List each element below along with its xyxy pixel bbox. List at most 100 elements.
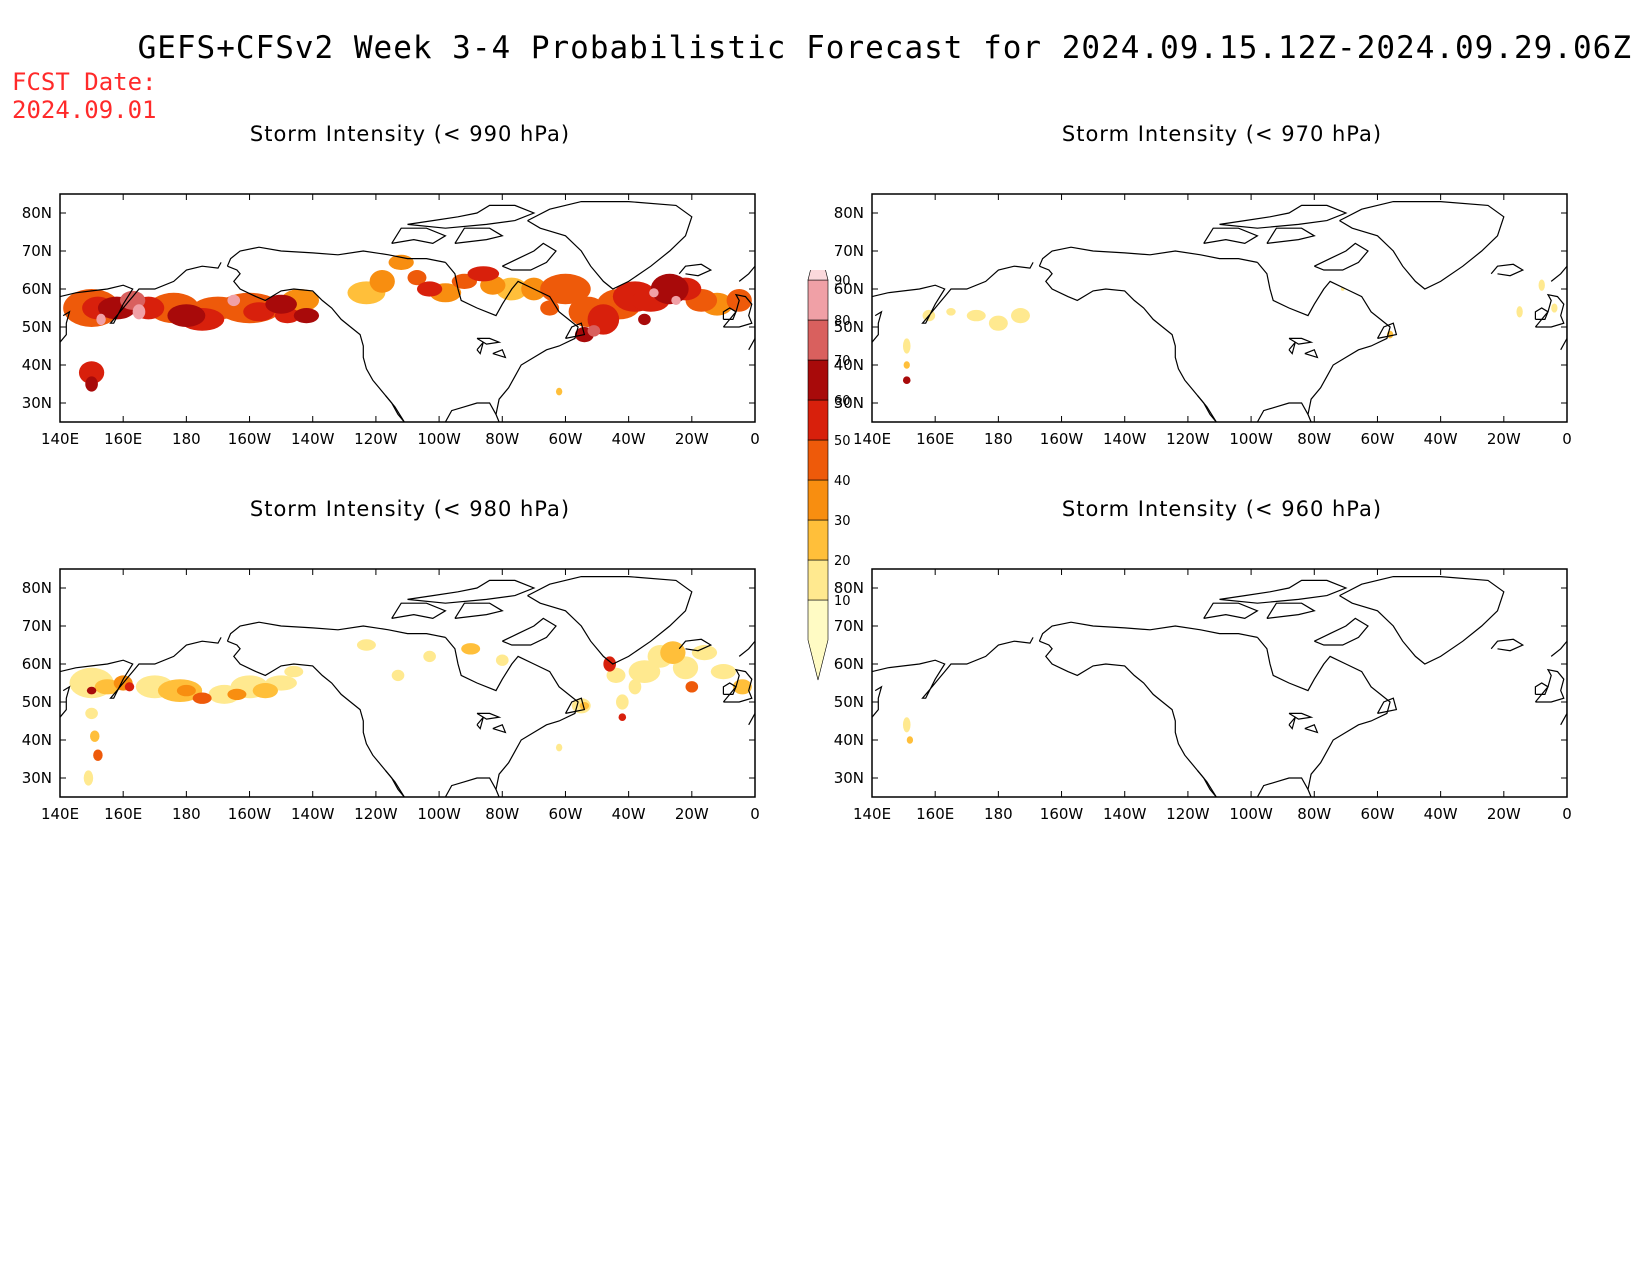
coastline	[678, 263, 713, 277]
map-frame	[59, 193, 756, 423]
prob-area	[685, 681, 699, 693]
prob-area	[691, 645, 718, 661]
main-title: GEFS+CFSv2 Week 3-4 Probabilistic Foreca…	[137, 30, 1632, 66]
prob-area	[423, 650, 436, 663]
coastline	[384, 395, 406, 422]
forecast-date-label: FCST Date:	[12, 68, 157, 96]
coastline	[1288, 716, 1296, 730]
coastline	[492, 349, 507, 359]
lon-tick-label: 80W	[485, 805, 519, 823]
lat-tick-label: 40N	[22, 731, 52, 749]
lon-tick-label: 40W	[1424, 805, 1458, 823]
panel-990: Storm Intensity (< 990 hPa) 140E 160E 180 1…	[0, 122, 820, 452]
coastline	[1376, 697, 1398, 714]
lon-tick-label: 140E	[853, 430, 891, 448]
lat-tick-label: 50N	[834, 318, 864, 336]
map-960: 140E 160E 180 160W 140W 120W 100W 80W 60W 40W 20W 0…	[834, 568, 1572, 823]
coastline	[1038, 621, 1258, 642]
coastline	[476, 716, 484, 730]
coastline	[60, 262, 222, 324]
prob-area	[628, 679, 642, 695]
lat-tick-label: 50N	[834, 693, 864, 711]
map-990: 140E 160E 180 160W 140W 120W 100W 80W 60W 40W 20W 0…	[22, 193, 760, 448]
prob-area	[902, 338, 911, 354]
lon-tick-label: 100W	[417, 430, 461, 448]
coastline	[391, 227, 447, 245]
coastline	[1196, 395, 1218, 422]
coastline	[1039, 640, 1217, 797]
lat-tick-label: 80N	[834, 204, 864, 222]
map-970: 140E 160E 180 160W 140W 120W 100W 80W 60W 40W 20W 0…	[834, 193, 1572, 448]
prob-area	[293, 308, 320, 324]
lat-tick-label: 40N	[834, 731, 864, 749]
lon-tick-label: 0	[1562, 430, 1572, 448]
coastline	[872, 262, 1034, 324]
prob-area	[1551, 303, 1558, 313]
coastline	[226, 621, 446, 642]
lat-tick-label: 30N	[834, 769, 864, 787]
lon-tick-label: 100W	[1229, 430, 1273, 448]
coastline	[1288, 341, 1296, 355]
coastline	[1314, 242, 1369, 271]
prob-area	[356, 639, 376, 651]
legend-label: 40	[834, 474, 851, 489]
coastline	[678, 638, 713, 652]
prob-area	[628, 660, 661, 683]
prob-area	[85, 707, 98, 720]
lon-tick-label: 140W	[291, 805, 335, 823]
lon-tick-label: 160W	[1040, 805, 1084, 823]
prob-area	[391, 669, 405, 682]
lon-tick-label: 140E	[853, 805, 891, 823]
coastline	[502, 617, 557, 646]
prob-area	[988, 315, 1008, 331]
coastline	[1266, 602, 1316, 619]
prob-area	[252, 683, 278, 699]
coastline	[1534, 668, 1565, 703]
lon-tick-label: 40W	[1424, 430, 1458, 448]
coastline	[384, 770, 406, 797]
panel-title: Storm Intensity (< 990 hPa)	[249, 122, 571, 146]
prob-area	[167, 304, 206, 327]
lon-tick-label: 80W	[1297, 805, 1331, 823]
lon-tick-label: 160W	[228, 430, 272, 448]
prob-area	[93, 749, 103, 761]
prob-area	[86, 686, 97, 695]
legend-band	[807, 319, 829, 361]
lon-tick-label: 140W	[1103, 430, 1147, 448]
coastline	[454, 227, 504, 244]
prob-area	[903, 361, 910, 369]
prob-area	[650, 273, 689, 305]
coastline	[1256, 262, 1391, 422]
coastline	[492, 724, 507, 734]
legend-band	[807, 279, 829, 321]
coastline	[1376, 322, 1398, 339]
lon-tick-label: 160E	[104, 430, 142, 448]
forecast-date-value: 2024.09.01	[12, 96, 157, 124]
prob-area	[461, 643, 481, 655]
legend-label: 60	[834, 394, 851, 409]
lon-tick-label: 120W	[354, 805, 398, 823]
coastline	[1534, 682, 1549, 695]
lon-tick-label: 60W	[1360, 430, 1394, 448]
lon-tick-label: 160E	[104, 805, 142, 823]
lon-tick-label: 180	[984, 430, 1013, 448]
coastline	[60, 637, 222, 699]
panel-970: Storm Intensity (< 970 hPa) 140E 160E 180 1…	[812, 122, 1632, 452]
prob-area	[85, 376, 98, 392]
lon-tick-label: 60W	[1360, 805, 1394, 823]
coastline	[564, 697, 586, 714]
lon-tick-label: 80W	[485, 430, 519, 448]
lon-tick-label: 0	[750, 805, 760, 823]
coastline	[722, 293, 753, 328]
legend-label: 70	[834, 354, 851, 369]
prob-area	[603, 656, 616, 672]
legend-band	[807, 270, 829, 281]
legend-label: 50	[834, 434, 851, 449]
panel-960: Storm Intensity (< 960 hPa) 140E 160E 180 1…	[812, 497, 1632, 827]
coastline	[1339, 576, 1505, 665]
coastline	[748, 319, 755, 351]
lat-tick-label: 40N	[22, 356, 52, 374]
lat-tick-label: 30N	[22, 394, 52, 412]
coastline	[1490, 263, 1525, 277]
prob-area	[555, 743, 563, 752]
